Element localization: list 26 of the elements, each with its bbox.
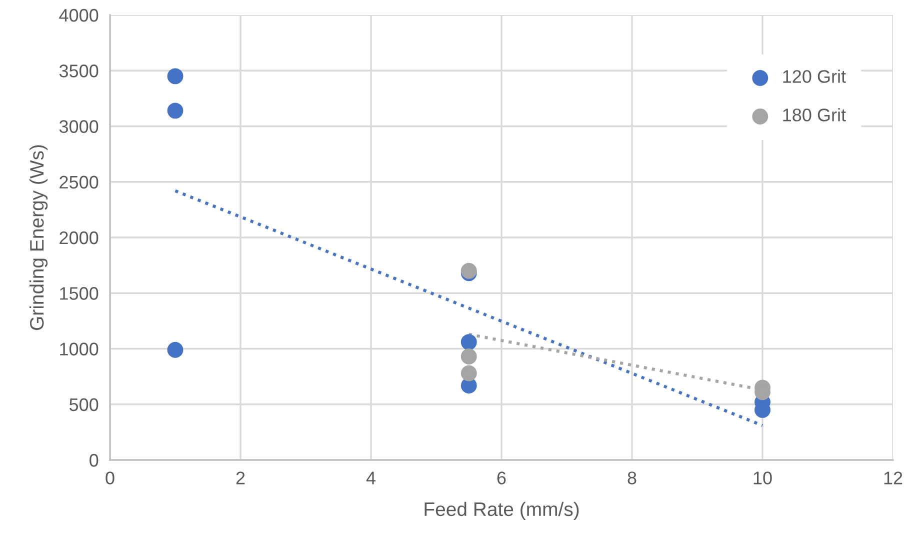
y-tick-label: 0	[90, 454, 98, 467]
y-tick-label: 4000	[59, 8, 98, 22]
y-tick-label: 2500	[60, 176, 98, 189]
y-axis-title: Grinding Energy (Ws)	[29, 145, 48, 330]
x-tick-label: 12	[884, 472, 902, 484]
point	[460, 365, 477, 382]
point	[167, 342, 184, 358]
x-tick-label: 10	[754, 472, 772, 484]
point	[460, 348, 477, 365]
y-tick-label: 2000	[60, 231, 98, 244]
x-tick-label: 4	[366, 472, 376, 484]
point	[167, 68, 184, 84]
y-tick-label: 3500	[59, 64, 98, 78]
x-tick-label: 6	[497, 472, 506, 484]
legend-label: 120 Grit	[783, 70, 846, 83]
x-tick-label: 0	[106, 472, 114, 484]
x-tick-label: 8	[628, 472, 636, 484]
y-tick-label: 1000	[60, 342, 98, 356]
y-tick-label: 3000	[59, 120, 98, 133]
x-tick-label: 2	[236, 472, 245, 484]
point	[167, 102, 184, 119]
y-tick-label: 500	[69, 398, 98, 412]
x-axis-title: Feed Rate (mm/s)	[424, 502, 579, 520]
legend-label: 180 Grit	[783, 108, 846, 122]
point	[460, 334, 477, 350]
y-tick-label: 1500	[60, 287, 98, 300]
